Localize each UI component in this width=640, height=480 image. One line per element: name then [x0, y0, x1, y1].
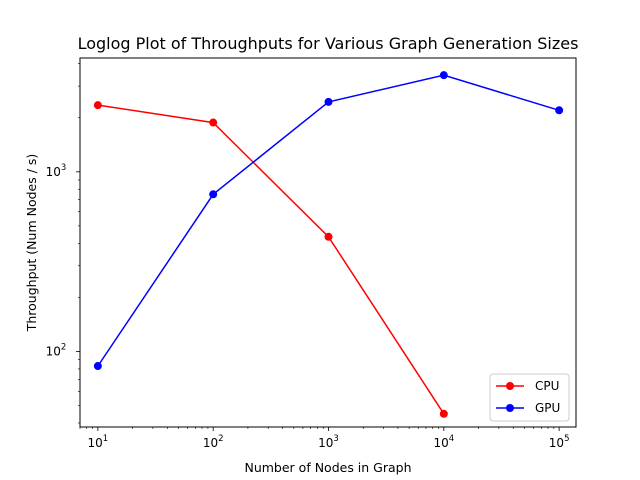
gpu-data-point [209, 190, 218, 199]
y-tick-label: 102 [46, 342, 67, 358]
y-axis-ticks: 102 103 [46, 63, 80, 424]
legend-gpu-marker [506, 404, 514, 412]
cpu-data-point [324, 232, 333, 241]
legend-gpu-label: GPU [535, 401, 560, 415]
x-tick-label: 104 [433, 434, 454, 450]
legend-cpu-marker [506, 382, 514, 390]
gpu-data-point [324, 97, 333, 106]
cpu-data-point [209, 118, 218, 127]
x-axis-ticks: 101 102 103 104 105 [79, 427, 570, 450]
cpu-data-point [439, 409, 448, 418]
plot-area [80, 58, 576, 427]
x-tick-label: 103 [318, 434, 339, 450]
gpu-data-point [439, 71, 448, 80]
cpu-series-line [97, 104, 445, 415]
x-tick-label: 101 [88, 434, 109, 450]
cpu-data-point [93, 101, 102, 110]
legend: CPU GPU [489, 373, 570, 422]
chart-title: Loglog Plot of Throughputs for Various G… [78, 34, 579, 53]
series-layer [93, 71, 564, 418]
legend-cpu-label: CPU [535, 379, 559, 393]
gpu-data-point [93, 362, 102, 371]
x-axis-label: Number of Nodes in Graph [244, 460, 411, 475]
y-tick-label: 103 [46, 163, 67, 179]
y-axis-label: Throughput (Num Nodes / s) [24, 154, 39, 333]
x-tick-label: 102 [203, 434, 224, 450]
gpu-data-point [555, 106, 564, 115]
plot-frame [79, 57, 577, 428]
x-tick-label: 105 [549, 434, 570, 450]
